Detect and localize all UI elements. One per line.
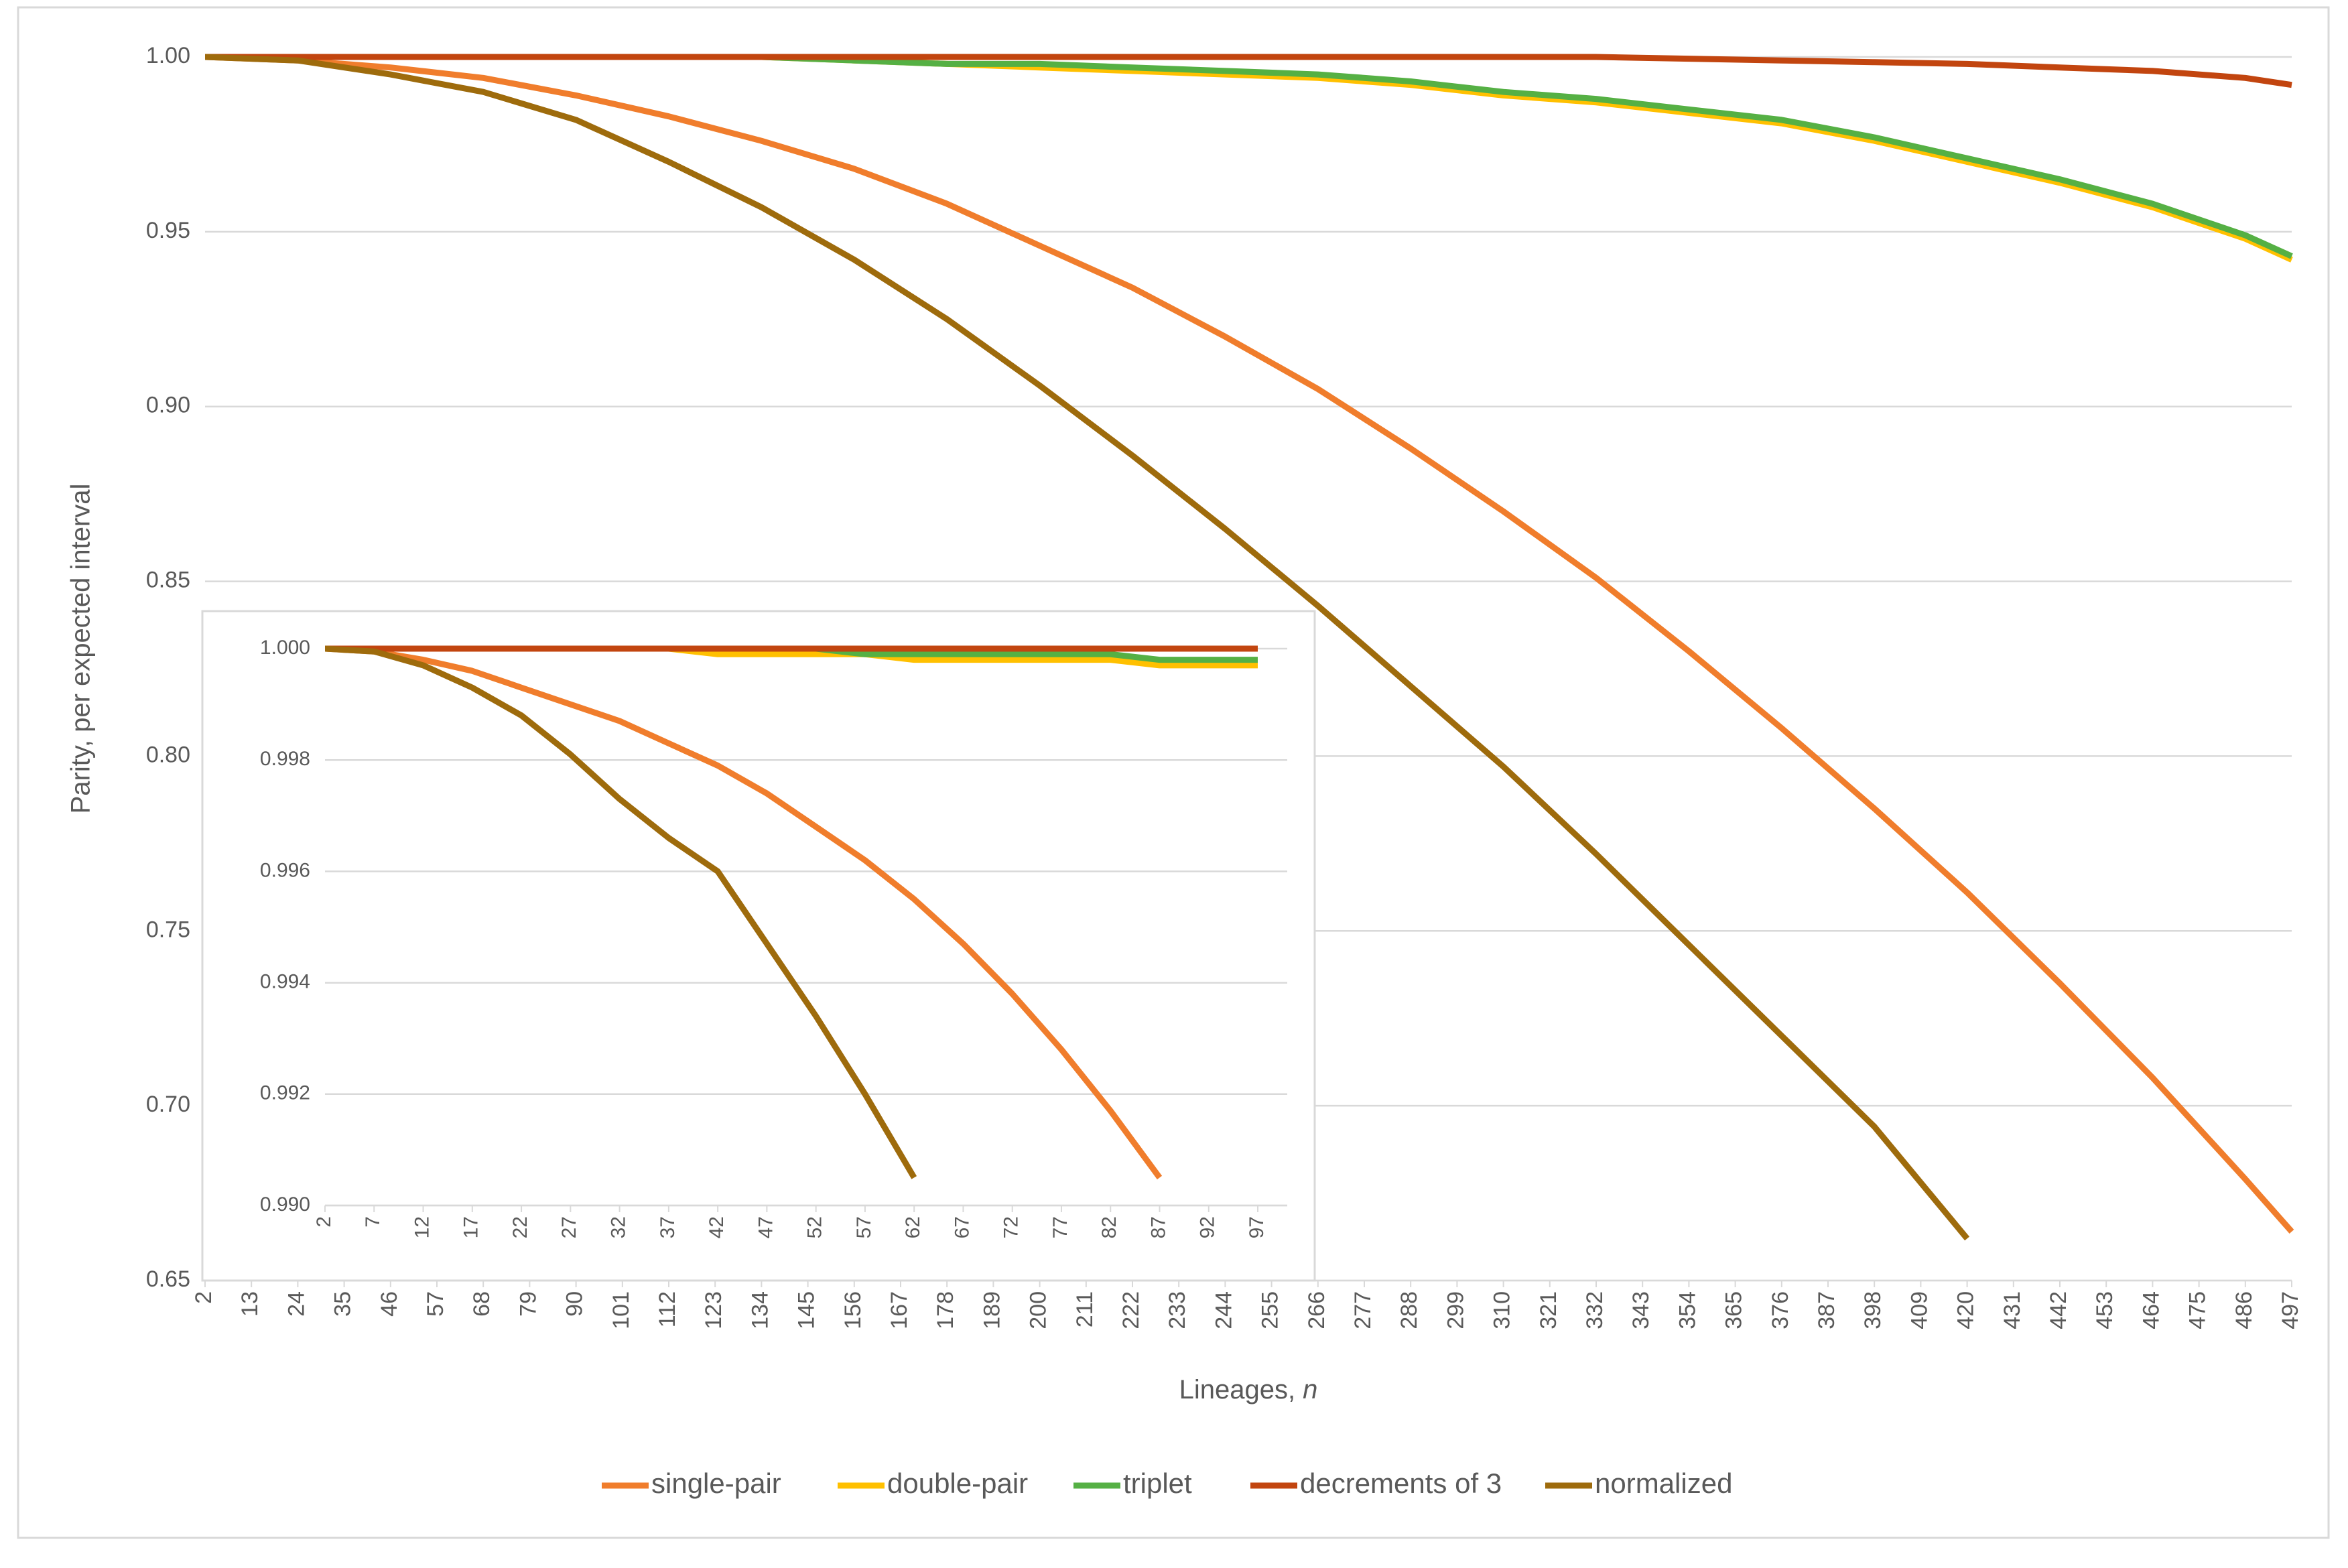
x-tick-label: 475 [2185,1291,2211,1329]
y-tick-label: 0.992 [260,1082,310,1104]
x-tick-label: 288 [1396,1291,1422,1329]
y-tick-label: 1.000 [260,637,310,659]
y-tick-label: 0.90 [146,393,190,418]
series-line [325,645,917,1179]
y-tick-label: 0.996 [260,859,310,881]
x-tick-label: 42 [706,1216,728,1238]
x-tick-label: 12 [411,1216,433,1238]
x-tick-label: 332 [1582,1291,1608,1329]
x-tick-label: 420 [1953,1291,1979,1329]
y-tick-label: 0.990 [260,1193,310,1216]
x-tick-label: 442 [2046,1291,2071,1329]
x-tick-label: 255 [1258,1291,1283,1329]
x-tick-label: 2 [313,1216,335,1228]
x-tick-label: 409 [1906,1291,1932,1329]
x-tick-label: 376 [1768,1291,1793,1329]
inset-box [201,610,1316,1282]
x-axis-title-text: Lineages, [1179,1375,1303,1404]
y-tick-label: 0.75 [146,917,190,942]
x-tick-label: 277 [1350,1291,1376,1329]
y-tick-label: 0.65 [146,1266,190,1292]
x-tick-label: 32 [608,1216,630,1238]
x-tick-label: 112 [655,1291,680,1327]
x-tick-label: 101 [608,1291,634,1329]
x-tick-label: 87 [1147,1216,1169,1238]
y-tick-label: 0.70 [146,1092,190,1117]
x-tick-label: 343 [1628,1291,1654,1329]
x-tick-label: 134 [747,1291,773,1329]
x-tick-label: 17 [460,1216,482,1238]
x-axis-title: Lineages, n [1179,1375,1318,1404]
y-tick-label: 0.95 [146,218,190,243]
x-tick-label: 365 [1721,1291,1747,1329]
y-axis-title: Parity, per expected interval [66,484,96,814]
x-tick-label: 7 [362,1216,384,1228]
x-tick-label: 13 [237,1291,263,1317]
x-tick-label: 167 [887,1291,912,1329]
legend-label: triplet [1123,1467,1192,1499]
y-tick-label: 0.85 [146,568,190,593]
x-tick-label: 47 [755,1216,777,1238]
x-tick-label: 52 [804,1216,826,1238]
x-tick-label: 97 [1246,1216,1268,1238]
series-line [325,645,1163,1180]
x-tick-label: 189 [979,1291,1004,1329]
x-tick-label: 200 [1026,1291,1051,1329]
x-tick-label: 178 [933,1291,958,1329]
x-tick-label: 46 [377,1291,402,1317]
x-tick-label: 354 [1675,1291,1700,1329]
x-tick-label: 321 [1536,1291,1561,1329]
series-line [205,54,1970,1241]
x-tick-label: 486 [2231,1291,2257,1329]
x-tick-label: 62 [902,1216,924,1238]
x-tick-label: 72 [1000,1216,1023,1238]
x-tick-label: 497 [2278,1291,2303,1329]
x-tick-label: 92 [1197,1216,1219,1238]
x-tick-label: 37 [657,1216,679,1238]
x-tick-label: 79 [515,1291,541,1317]
x-tick-label: 57 [853,1216,875,1238]
x-axis-title-italic: n [1303,1375,1317,1404]
x-tick-label: 244 [1211,1291,1236,1329]
x-tick-label: 233 [1165,1291,1190,1329]
x-tick-label: 156 [840,1291,866,1329]
x-tick-label: 2 [191,1291,216,1304]
x-tick-label: 310 [1490,1291,1515,1329]
x-tick-label: 24 [283,1291,309,1317]
x-tick-label: 67 [951,1216,973,1238]
x-tick-label: 77 [1049,1216,1071,1238]
x-tick-label: 299 [1443,1291,1468,1329]
x-tick-label: 90 [562,1291,588,1317]
x-tick-label: 211 [1072,1291,1098,1327]
y-tick-label: 0.998 [260,748,310,770]
x-tick-label: 57 [423,1291,448,1317]
x-tick-label: 453 [2092,1291,2117,1329]
x-tick-label: 387 [1814,1291,1839,1329]
x-tick-label: 68 [469,1291,495,1317]
legend-label: double-pair [887,1467,1028,1499]
y-tick-label: 0.80 [146,742,190,767]
x-tick-label: 464 [2138,1291,2164,1329]
series-line [205,54,2292,88]
x-tick-label: 222 [1118,1291,1144,1329]
legend-label: single-pair [651,1467,781,1499]
legend-label: decrements of 3 [1300,1467,1502,1499]
series-line [205,54,2294,1234]
x-tick-label: 82 [1098,1216,1120,1238]
x-tick-label: 22 [509,1216,531,1238]
y-tick-label: 0.994 [260,971,310,993]
x-tick-label: 123 [701,1291,726,1329]
x-tick-label: 266 [1304,1291,1329,1329]
x-tick-label: 27 [558,1216,580,1238]
x-tick-label: 145 [794,1291,820,1329]
x-tick-label: 35 [330,1291,356,1317]
x-tick-label: 431 [2000,1291,2025,1329]
y-tick-label: 1.00 [146,43,190,68]
x-tick-label: 398 [1860,1291,1886,1329]
legend-label: normalized [1595,1467,1732,1499]
